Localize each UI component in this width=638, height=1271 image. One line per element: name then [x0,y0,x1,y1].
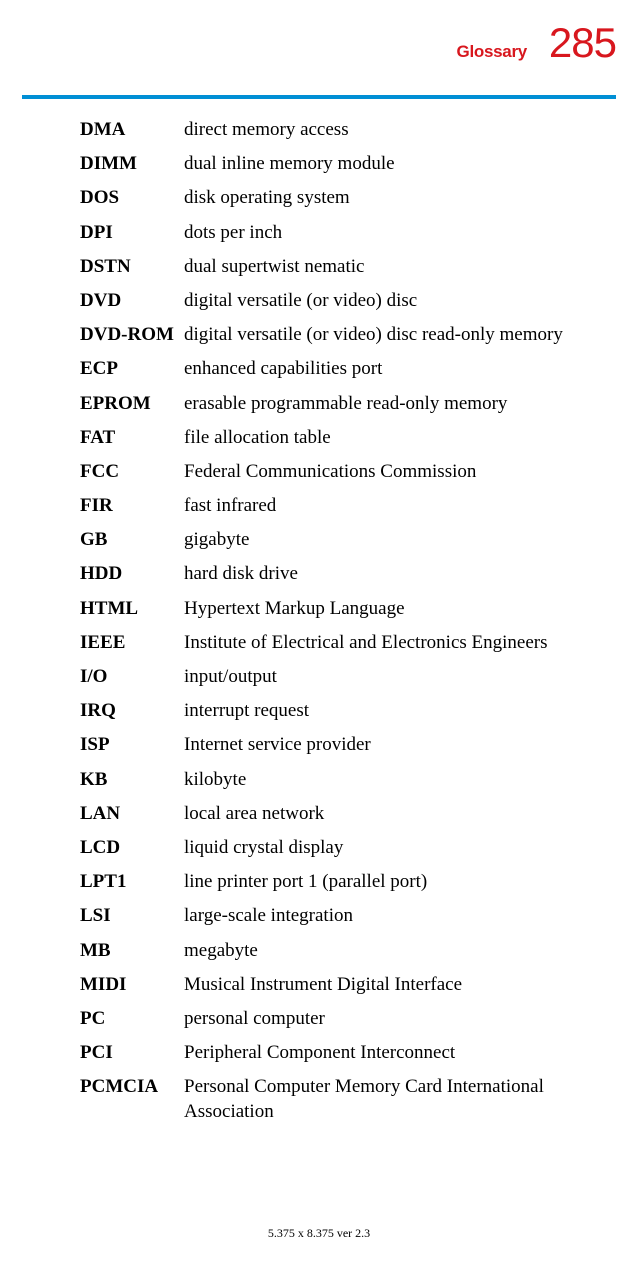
glossary-term: MB [80,939,184,964]
glossary-definition: Hypertext Markup Language [184,597,604,622]
page: Glossary 285 DMAdirect memory accessDIMM… [0,0,638,1271]
glossary-term: DVD [80,289,184,314]
glossary-definition: Peripheral Component Interconnect [184,1041,604,1066]
glossary-row: IRQinterrupt request [80,699,604,724]
glossary-row: DOSdisk operating system [80,186,604,211]
glossary-definition: line printer port 1 (parallel port) [184,870,604,895]
glossary-row: IEEEInstitute of Electrical and Electron… [80,631,604,656]
glossary-definition: hard disk drive [184,562,604,587]
glossary-definition: interrupt request [184,699,604,724]
glossary-row: PCIPeripheral Component Interconnect [80,1041,604,1066]
glossary-definition: liquid crystal display [184,836,604,861]
glossary-row: MIDIMusical Instrument Digital Interface [80,973,604,998]
glossary-row: DPIdots per inch [80,221,604,246]
glossary-row: ECPenhanced capabilities port [80,357,604,382]
glossary-row: PCMCIAPersonal Computer Memory Card Inte… [80,1075,604,1124]
glossary-definition: digital versatile (or video) disc [184,289,604,314]
glossary-row: HTMLHypertext Markup Language [80,597,604,622]
glossary-definition: direct memory access [184,118,604,143]
glossary-row: FCCFederal Communications Commission [80,460,604,485]
glossary-definition: Internet service provider [184,733,604,758]
glossary-row: FIRfast infrared [80,494,604,519]
glossary-definition: enhanced capabilities port [184,357,604,382]
glossary-definition: personal computer [184,1007,604,1032]
glossary-row: DVD-ROMdigital versatile (or video) disc… [80,323,604,348]
glossary-term: HDD [80,562,184,587]
glossary-term: ECP [80,357,184,382]
glossary-row: FATfile allocation table [80,426,604,451]
glossary-row: PCpersonal computer [80,1007,604,1032]
glossary-definition: dots per inch [184,221,604,246]
glossary-definition: digital versatile (or video) disc read-o… [184,323,604,348]
glossary-term: EPROM [80,392,184,417]
glossary-term: DMA [80,118,184,143]
glossary-definition: file allocation table [184,426,604,451]
glossary-row: GBgigabyte [80,528,604,553]
glossary-term: HTML [80,597,184,622]
glossary-row: LCDliquid crystal display [80,836,604,861]
glossary-definition: local area network [184,802,604,827]
footer-text: 5.375 x 8.375 ver 2.3 [0,1226,638,1241]
glossary-term: FCC [80,460,184,485]
glossary-definition: erasable programmable read-only memory [184,392,604,417]
glossary-term: DSTN [80,255,184,280]
glossary-term: I/O [80,665,184,690]
glossary-term: DOS [80,186,184,211]
glossary-definition: disk operating system [184,186,604,211]
glossary-row: ISPInternet service provider [80,733,604,758]
glossary-definition: megabyte [184,939,604,964]
glossary-definition: gigabyte [184,528,604,553]
glossary-row: HDDhard disk drive [80,562,604,587]
glossary-term: DIMM [80,152,184,177]
glossary-term: FAT [80,426,184,451]
glossary-row: DSTNdual supertwist nematic [80,255,604,280]
glossary-term: DPI [80,221,184,246]
glossary-definition: dual supertwist nematic [184,255,604,280]
glossary-term: GB [80,528,184,553]
glossary-definition: input/output [184,665,604,690]
page-number: 285 [549,22,616,64]
glossary-definition: large-scale integration [184,904,604,929]
glossary-term: LPT1 [80,870,184,895]
glossary-term: MIDI [80,973,184,998]
glossary-term: FIR [80,494,184,519]
glossary-term: DVD-ROM [80,323,184,348]
glossary-definition: Institute of Electrical and Electronics … [184,631,604,656]
glossary-row: MBmegabyte [80,939,604,964]
glossary-term: ISP [80,733,184,758]
glossary-term: IRQ [80,699,184,724]
glossary-term: LAN [80,802,184,827]
glossary-row: DIMMdual inline memory module [80,152,604,177]
glossary-term: IEEE [80,631,184,656]
glossary-row: EPROMerasable programmable read-only mem… [80,392,604,417]
glossary-term: LCD [80,836,184,861]
glossary-row: DVDdigital versatile (or video) disc [80,289,604,314]
glossary-row: LSIlarge-scale integration [80,904,604,929]
glossary-term: PCMCIA [80,1075,184,1100]
glossary-definition: dual inline memory module [184,152,604,177]
page-header: Glossary 285 [457,22,616,64]
header-divider [22,95,616,99]
section-title: Glossary [457,42,527,62]
glossary-row: DMAdirect memory access [80,118,604,143]
glossary-definition: kilobyte [184,768,604,793]
glossary-term: PCI [80,1041,184,1066]
glossary-term: PC [80,1007,184,1032]
glossary-term: KB [80,768,184,793]
glossary-row: LPT1line printer port 1 (parallel port) [80,870,604,895]
glossary-row: I/Oinput/output [80,665,604,690]
glossary-row: KBkilobyte [80,768,604,793]
glossary-definition: Federal Communications Commission [184,460,604,485]
glossary-definition: Personal Computer Memory Card Internatio… [184,1075,604,1124]
glossary-definition: fast infrared [184,494,604,519]
glossary-list: DMAdirect memory accessDIMMdual inline m… [80,118,604,1134]
glossary-definition: Musical Instrument Digital Interface [184,973,604,998]
glossary-row: LANlocal area network [80,802,604,827]
glossary-term: LSI [80,904,184,929]
